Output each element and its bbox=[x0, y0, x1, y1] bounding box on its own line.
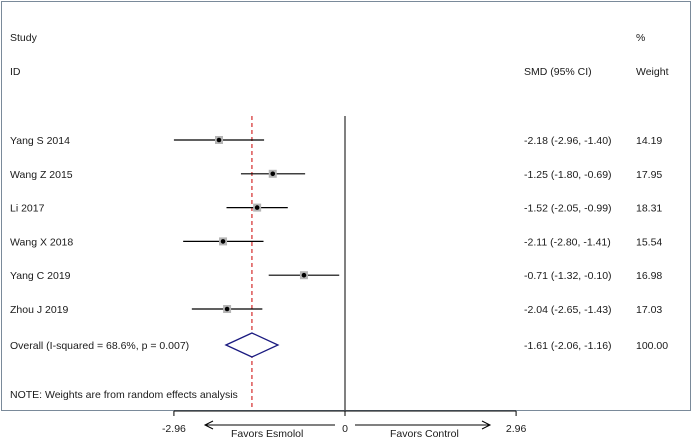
study-label: Wang Z 2015 bbox=[10, 169, 73, 181]
header-id: ID bbox=[10, 66, 21, 78]
header-weight: Weight bbox=[636, 66, 669, 78]
ci-label: -2.11 (-2.80, -1.41) bbox=[524, 236, 611, 248]
point-estimate bbox=[270, 171, 276, 177]
study-row: Wang Z 2015 -1.25 (-1.80, -0.69) 17.95 bbox=[10, 169, 662, 181]
point-estimate bbox=[301, 272, 307, 278]
study-label: Yang S 2014 bbox=[10, 135, 70, 147]
x-tick-label: 0 bbox=[342, 423, 348, 435]
overall-ci-label: -1.61 (-2.06, -1.16) bbox=[524, 340, 612, 352]
point-estimate bbox=[216, 137, 222, 143]
study-row: Zhou J 2019 -2.04 (-2.65, -1.43) 17.03 bbox=[10, 304, 662, 316]
study-row: Yang C 2019 -0.71 (-1.32, -0.10) 16.98 bbox=[10, 270, 662, 282]
study-row: Li 2017 -1.52 (-2.05, -0.99) 18.31 bbox=[10, 203, 662, 215]
study-label: Wang X 2018 bbox=[10, 236, 73, 248]
x-tick-label: -2.96 bbox=[162, 423, 186, 435]
overall-label: Overall (I-squared = 68.6%, p = 0.007) bbox=[10, 340, 189, 352]
study-row: Yang S 2014 -2.18 (-2.96, -1.40) 14.19 bbox=[10, 135, 662, 147]
overall-weight: 100.00 bbox=[636, 340, 668, 352]
header-study: Study bbox=[10, 32, 38, 44]
ci-label: -2.04 (-2.65, -1.43) bbox=[524, 304, 612, 316]
weight-value: 18.31 bbox=[636, 203, 662, 215]
point-estimate bbox=[224, 306, 230, 312]
study-row: Wang X 2018 -2.11 (-2.80, -1.41) 15.54 bbox=[10, 236, 662, 248]
x-axis-ticks: -2.96 0 2.96 bbox=[162, 411, 527, 435]
ci-label: -0.71 (-1.32, -0.10) bbox=[524, 270, 612, 282]
weight-value: 15.54 bbox=[636, 236, 662, 248]
footer-note: NOTE: Weights are from random effects an… bbox=[10, 389, 238, 401]
favors-right-arrowhead bbox=[481, 420, 492, 430]
weight-value: 14.19 bbox=[636, 135, 662, 147]
header-smd: SMD (95% CI) bbox=[524, 66, 592, 78]
weight-value: 17.95 bbox=[636, 169, 662, 181]
ci-label: -1.52 (-2.05, -0.99) bbox=[524, 203, 612, 215]
weight-value: 17.03 bbox=[636, 304, 662, 316]
ci-label: -2.18 (-2.96, -1.40) bbox=[524, 135, 612, 147]
x-tick-label: 2.96 bbox=[506, 423, 527, 435]
ci-label: -1.25 (-1.80, -0.69) bbox=[524, 169, 612, 181]
favors-right-label: Favors Control bbox=[390, 428, 459, 440]
weight-value: 16.98 bbox=[636, 270, 662, 282]
study-label: Zhou J 2019 bbox=[10, 304, 69, 316]
point-estimate bbox=[254, 205, 260, 210]
study-label: Yang C 2019 bbox=[10, 270, 71, 282]
header-percent: % bbox=[636, 32, 645, 44]
favors-left-label: Favors Esmolol bbox=[231, 428, 303, 440]
point-estimate bbox=[220, 239, 226, 244]
favors-left-arrowhead bbox=[203, 420, 214, 430]
study-rows: Yang S 2014 -2.18 (-2.96, -1.40) 14.19 Wang… bbox=[10, 135, 662, 316]
overall-diamond bbox=[224, 332, 280, 358]
study-label: Li 2017 bbox=[10, 203, 45, 215]
